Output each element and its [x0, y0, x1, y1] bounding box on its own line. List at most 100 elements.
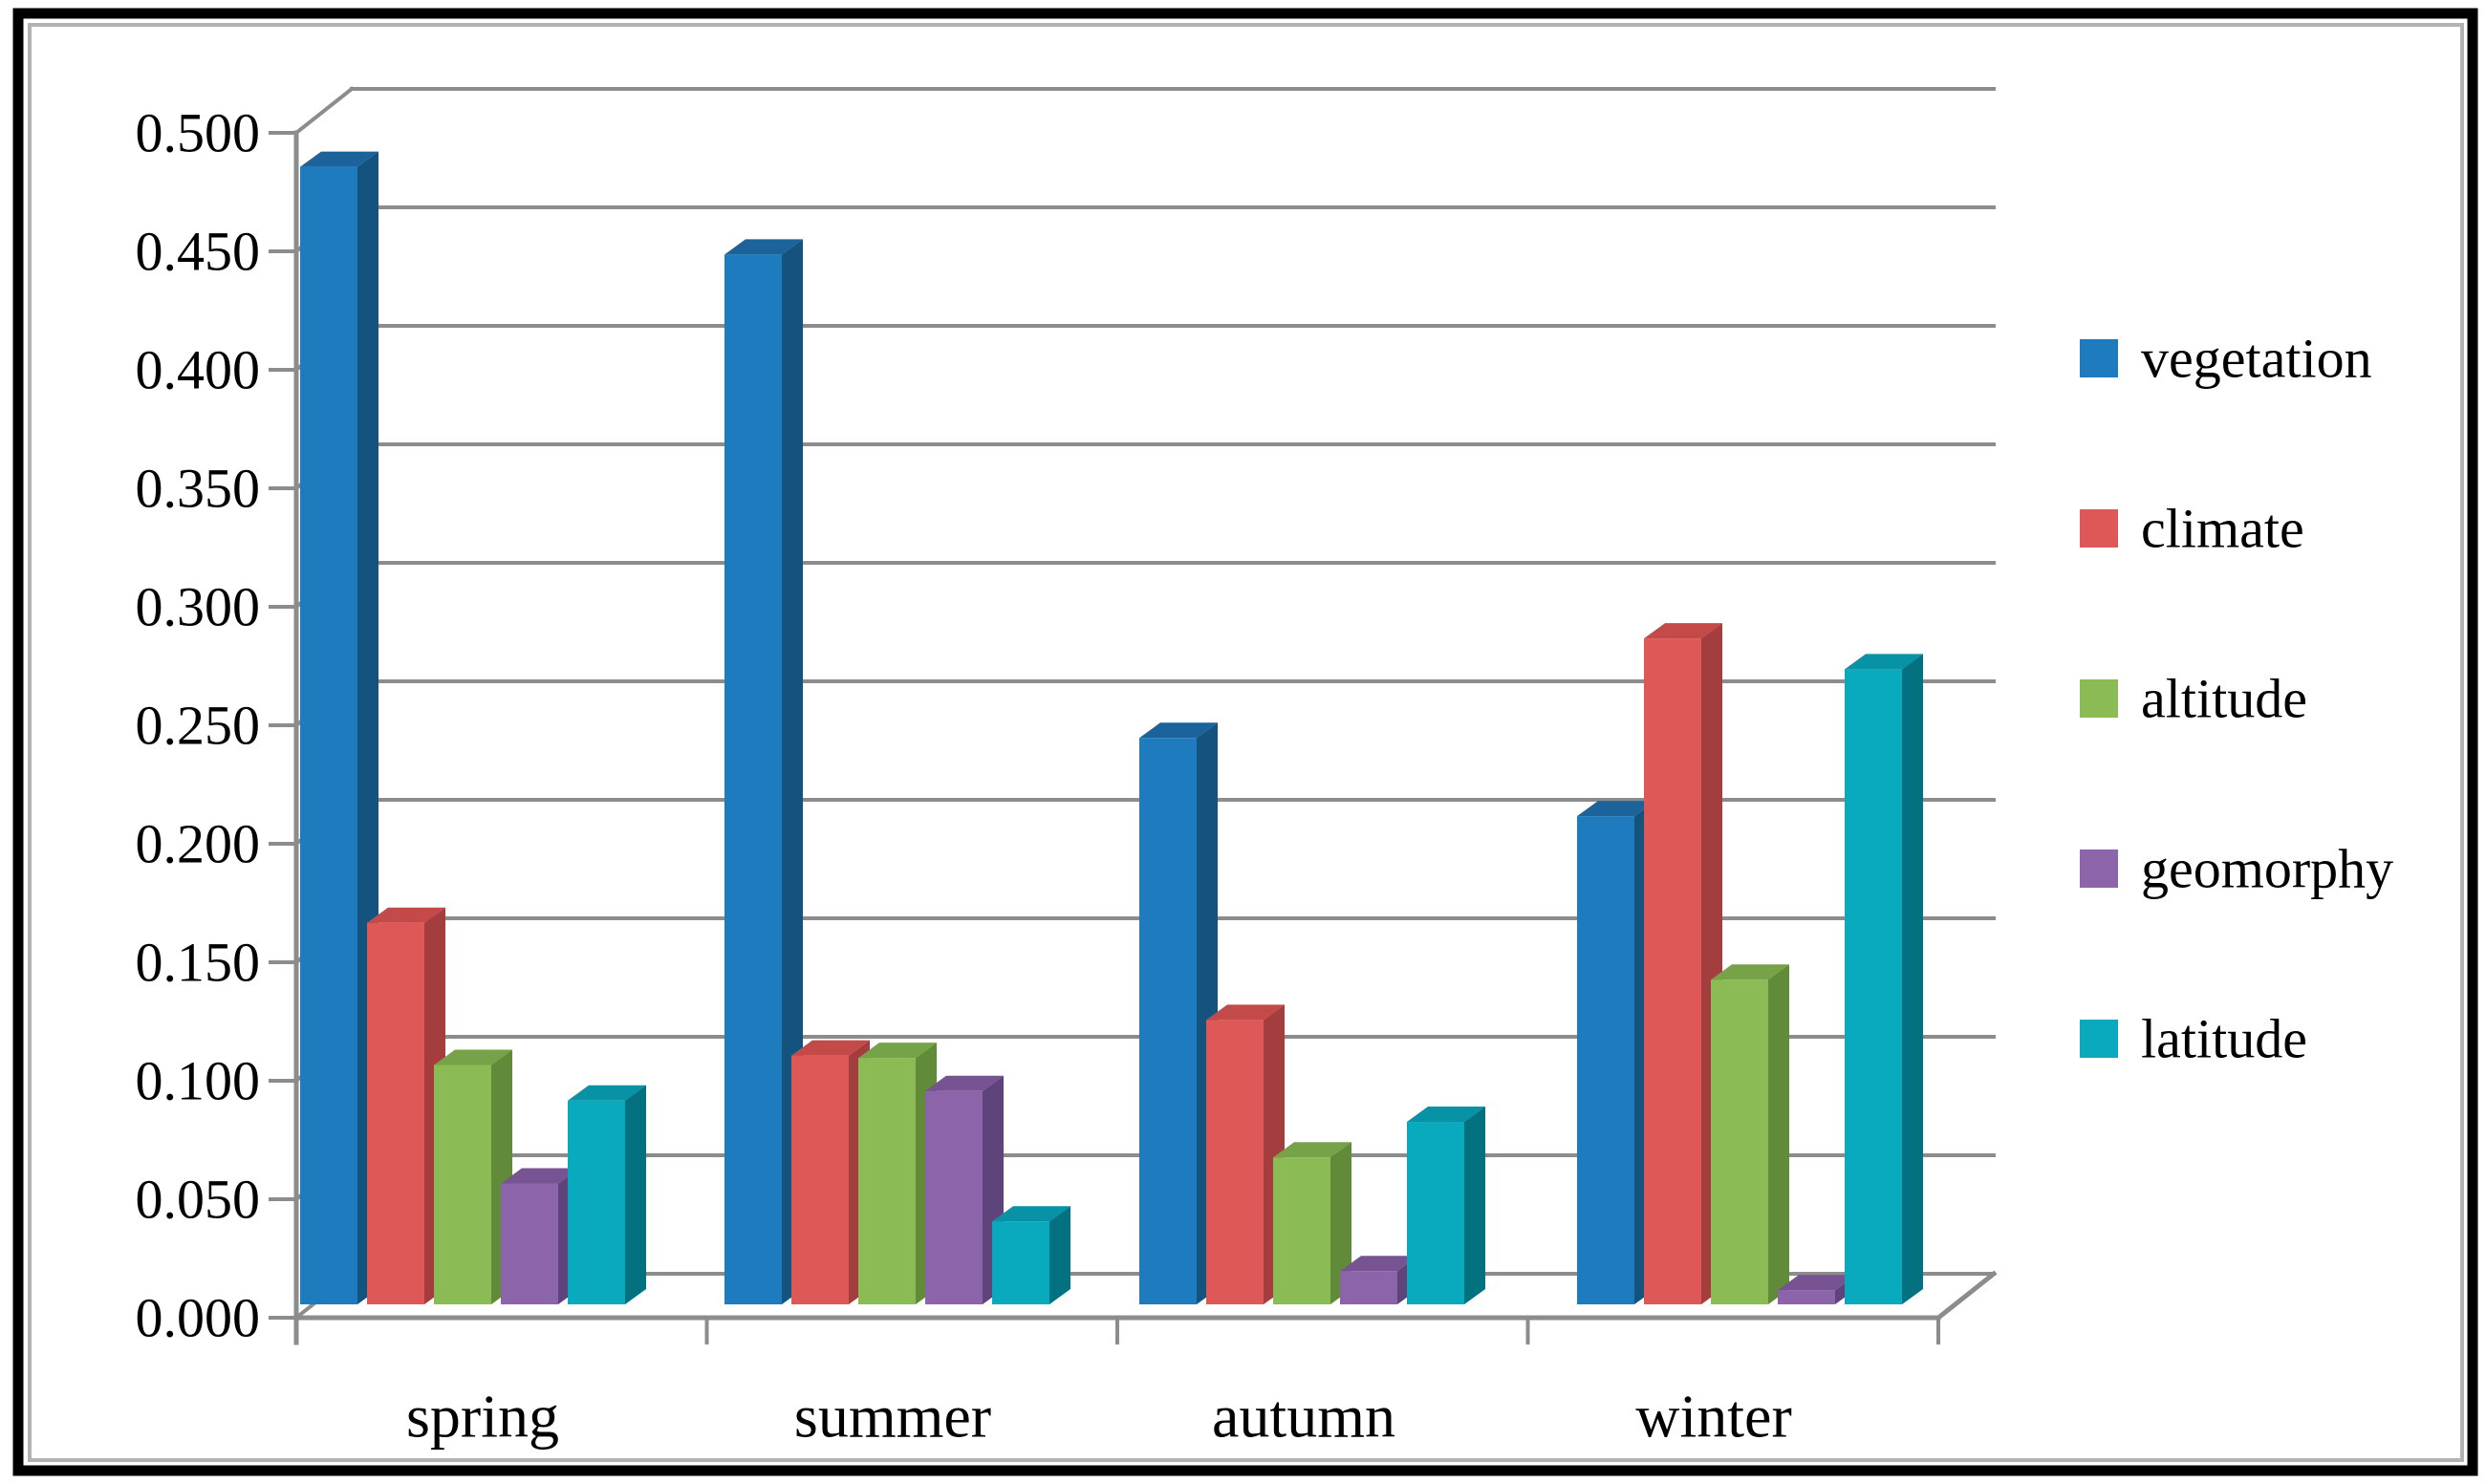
bar-spring-latitude: [568, 1085, 646, 1304]
legend-swatch-latitude: [2080, 1020, 2118, 1058]
bar-top-face: [568, 1085, 646, 1101]
bar-spring-geomorphy: [501, 1168, 579, 1304]
legend: vegetation climate altitude geomorphy latitu…: [2080, 328, 2393, 1070]
bar-front-face: [367, 922, 424, 1304]
bar-spring-vegetation: [300, 151, 378, 1305]
y-tick-label: 0.500: [136, 102, 261, 164]
legend-swatch-climate: [2080, 509, 2118, 548]
bar-front-face: [1206, 1020, 1264, 1304]
bar-front-face: [1577, 816, 1634, 1304]
bar-top-face: [501, 1168, 579, 1184]
bar-spring-climate: [367, 907, 445, 1304]
bar-autumn-latitude: [1407, 1107, 1485, 1304]
legend-label: latitude: [2141, 1008, 2307, 1070]
y-tick-label: 0.000: [136, 1287, 261, 1349]
bar-summer-vegetation: [724, 239, 803, 1305]
bar-top-face: [1139, 722, 1218, 739]
bar-front-face: [501, 1183, 558, 1304]
bar-top-face: [1340, 1256, 1418, 1272]
bar-side-face: [1768, 964, 1789, 1304]
bar-front-face: [791, 1055, 849, 1304]
y-tick-label: 0.400: [136, 339, 261, 401]
legend-swatch-altitude: [2080, 679, 2118, 718]
bar-front-face: [434, 1065, 491, 1304]
bar-front-face: [1778, 1290, 1835, 1304]
bar-top-face: [858, 1043, 937, 1059]
bar-top-face: [300, 151, 378, 167]
bar-summer-geomorphy: [925, 1075, 1004, 1304]
bar-summer-climate: [791, 1040, 870, 1304]
outer-frame-border: [12, 8, 2478, 1476]
bar-top-face: [367, 907, 445, 923]
bar-side-face: [1049, 1206, 1070, 1304]
y-tick-label: 0.350: [136, 458, 261, 520]
bar-summer-altitude: [858, 1043, 937, 1304]
bar-top-face: [1778, 1275, 1856, 1291]
bar-summer-latitude: [992, 1206, 1070, 1304]
legend-label: altitude: [2141, 668, 2307, 730]
bar-front-face: [992, 1221, 1049, 1304]
bar-winter-vegetation: [1577, 801, 1655, 1304]
legend-label: geomorphy: [2141, 838, 2393, 900]
bar-top-face: [434, 1049, 512, 1065]
y-tick-label: 0.150: [136, 932, 261, 994]
bar-top-face: [1407, 1107, 1485, 1123]
bar-front-face: [1139, 738, 1197, 1304]
bar-spring-altitude: [434, 1049, 512, 1304]
inner-frame-line: [28, 23, 2464, 1462]
y-tick-label: 0.250: [136, 695, 261, 757]
legend-item-climate: climate: [2080, 498, 2304, 560]
y-tick-label: 0.450: [136, 221, 261, 283]
bar-front-face: [1407, 1122, 1464, 1304]
bar-autumn-altitude: [1273, 1142, 1351, 1304]
x-category-label: summer: [794, 1383, 991, 1451]
x-category-label: autumn: [1212, 1383, 1395, 1451]
bar-autumn-geomorphy: [1340, 1256, 1418, 1304]
legend-label: vegetation: [2141, 328, 2372, 390]
bar-top-face: [724, 239, 803, 255]
y-tick-label: 0.050: [136, 1169, 261, 1231]
y-tick-label: 0.100: [136, 1050, 261, 1112]
bar-front-face: [1644, 638, 1701, 1304]
bar-top-face: [925, 1075, 1004, 1091]
bar-top-face: [992, 1206, 1070, 1222]
legend-item-vegetation: vegetation: [2080, 328, 2372, 390]
bar-winter-latitude: [1845, 654, 1923, 1304]
bar-front-face: [568, 1100, 625, 1304]
bars: [300, 151, 1923, 1305]
legend-item-altitude: altitude: [2080, 668, 2307, 730]
legend-item-geomorphy: geomorphy: [2080, 838, 2393, 900]
legend-item-latitude: latitude: [2080, 1008, 2307, 1070]
gridline-depth-connector: [293, 86, 355, 136]
bar-front-face: [925, 1090, 983, 1304]
bar-top-face: [1711, 964, 1789, 980]
legend-swatch-vegetation: [2080, 339, 2118, 377]
bar-side-face: [1902, 654, 1923, 1304]
bar-winter-climate: [1644, 623, 1722, 1304]
floor-right-depth-edge: [1935, 1270, 1998, 1322]
bar-front-face: [1273, 1157, 1330, 1304]
legend-label: climate: [2141, 498, 2304, 560]
bar-side-face: [1330, 1142, 1351, 1304]
bar-side-face: [782, 239, 803, 1305]
legend-swatch-geomorphy: [2080, 850, 2118, 888]
y-tick-label: 0.300: [136, 576, 261, 638]
bar-side-face: [625, 1085, 646, 1304]
bar-top-face: [791, 1040, 870, 1056]
bar-autumn-climate: [1206, 1004, 1285, 1304]
x-category-label: spring: [406, 1383, 559, 1451]
y-axis-ticks: [269, 131, 298, 1320]
bar-top-face: [1577, 801, 1655, 817]
bar-front-face: [1340, 1271, 1397, 1304]
bar-front-face: [724, 254, 782, 1304]
bar-front-face: [300, 166, 357, 1305]
bar-front-face: [1711, 979, 1768, 1304]
bar-side-face: [1464, 1107, 1485, 1304]
bar-top-face: [1644, 623, 1722, 639]
bar-top-face: [1206, 1004, 1285, 1021]
y-axis-labels: 0.000 0.050 0.100 0.150 0.200 0.250 0.300 0.350…: [136, 102, 261, 1349]
bar-autumn-vegetation: [1139, 722, 1218, 1304]
bar-front-face: [1845, 669, 1902, 1304]
